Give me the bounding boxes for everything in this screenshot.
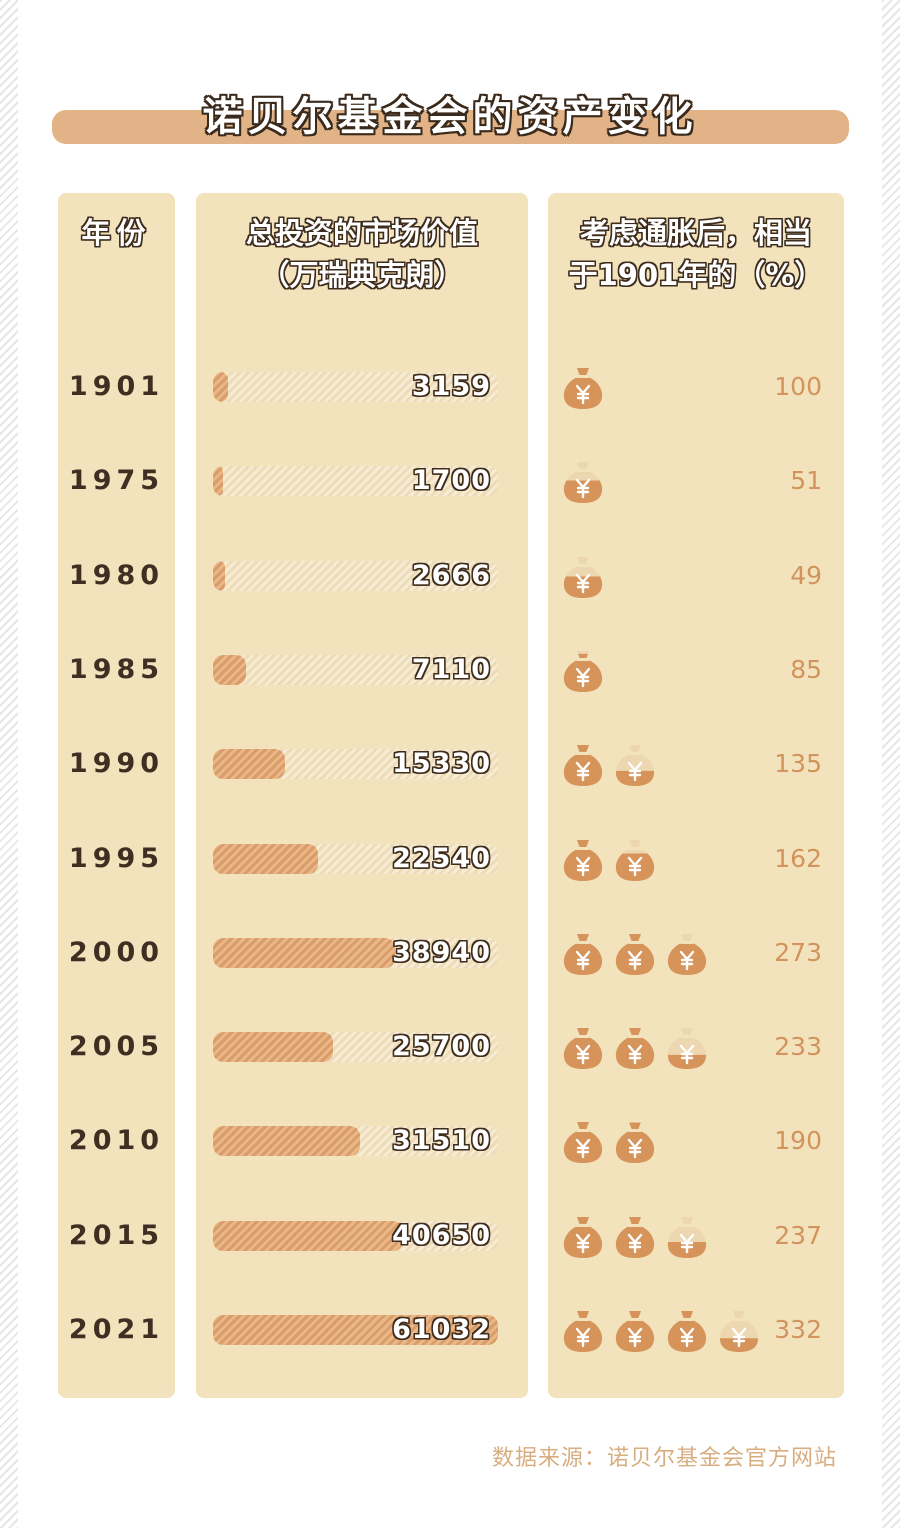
left-hatch-border bbox=[0, 0, 18, 1528]
money-bag-yuan-icon bbox=[563, 745, 603, 787]
chart-title: 诺贝尔基金会的资产变化 bbox=[202, 94, 698, 140]
money-bag-yuan-icon bbox=[563, 650, 603, 692]
value-label: 1700 bbox=[411, 465, 491, 497]
value-header-line1: 总投资的市场价值 bbox=[245, 216, 478, 250]
value-label: 31510 bbox=[392, 1125, 491, 1157]
percent-label: 233 bbox=[774, 1032, 822, 1062]
year-label: 2000 bbox=[68, 936, 165, 968]
value-bar bbox=[213, 1220, 403, 1251]
bar-track bbox=[213, 843, 498, 874]
value-label: 38940 bbox=[392, 936, 491, 968]
value-label: 22540 bbox=[392, 842, 491, 874]
money-bag-yuan-icon bbox=[615, 933, 655, 975]
year-label: 2015 bbox=[68, 1219, 165, 1251]
bar-track bbox=[213, 1315, 498, 1345]
money-bag-yuan-icon bbox=[615, 839, 655, 881]
bar-track bbox=[213, 654, 498, 685]
source-note: 数据来源：诺贝尔基金会官方网站 bbox=[491, 1446, 837, 1471]
value-bar bbox=[213, 937, 395, 968]
bar-track bbox=[213, 372, 498, 402]
percent-header-line1: 考虑通胀后，相当 bbox=[579, 216, 812, 250]
money-bag-yuan-icon bbox=[563, 1216, 603, 1258]
percent-label: 162 bbox=[774, 843, 822, 873]
right-hatch-border bbox=[882, 0, 900, 1528]
money-bag-yuan-icon bbox=[563, 1311, 603, 1352]
value-bar bbox=[213, 560, 226, 591]
percent-header-line2: 于1901年的（%） bbox=[568, 258, 824, 292]
money-bag-yuan-icon bbox=[615, 1311, 655, 1352]
percent-column-header: 考虑通胀后，相当 于1901年的（%） bbox=[548, 212, 844, 296]
money-bag-yuan-icon bbox=[615, 1216, 655, 1258]
bar-track bbox=[213, 466, 498, 497]
value-column-header: 总投资的市场价值 （万瑞典克朗） bbox=[196, 212, 528, 296]
value-label: 40650 bbox=[392, 1219, 491, 1251]
year-label: 1985 bbox=[68, 653, 165, 685]
money-bag-yuan-icon bbox=[563, 1028, 603, 1070]
value-bar bbox=[213, 466, 223, 497]
percent-label: 190 bbox=[774, 1126, 822, 1156]
bar-track bbox=[213, 1220, 498, 1251]
value-label: 7110 bbox=[411, 653, 491, 685]
value-bar bbox=[213, 749, 285, 780]
value-bar bbox=[213, 1126, 361, 1157]
year-label: 1980 bbox=[68, 559, 165, 591]
money-bag-yuan-icon bbox=[615, 1122, 655, 1164]
year-label: 2021 bbox=[68, 1314, 165, 1345]
money-bag-yuan-icon bbox=[563, 839, 603, 881]
value-header-line2: （万瑞典克朗） bbox=[260, 258, 464, 292]
value-bar bbox=[213, 372, 228, 402]
money-bag-yuan-icon bbox=[667, 1028, 707, 1070]
value-bar bbox=[213, 843, 319, 874]
year-label: 1995 bbox=[68, 842, 165, 874]
year-column-header: 年份 bbox=[58, 212, 175, 254]
year-label: 1975 bbox=[68, 465, 165, 497]
money-bag-yuan-icon bbox=[563, 556, 603, 598]
money-bag-yuan-icon bbox=[667, 1311, 707, 1352]
bar-track bbox=[213, 749, 498, 780]
value-label: 3159 bbox=[411, 371, 491, 402]
value-label: 61032 bbox=[392, 1314, 491, 1345]
percent-label: 51 bbox=[790, 466, 822, 496]
percent-label: 85 bbox=[790, 654, 822, 684]
value-label: 2666 bbox=[411, 559, 491, 591]
value-bar bbox=[213, 1315, 498, 1345]
year-label: 1990 bbox=[68, 748, 165, 780]
year-label: 1901 bbox=[68, 371, 165, 402]
money-bag-yuan-icon bbox=[563, 462, 603, 504]
title-bar bbox=[52, 110, 849, 144]
value-label: 25700 bbox=[392, 1031, 491, 1063]
bar-track bbox=[213, 1126, 498, 1157]
value-bar bbox=[213, 1032, 333, 1063]
year-label: 2005 bbox=[68, 1031, 165, 1063]
money-bag-yuan-icon bbox=[667, 1216, 707, 1258]
money-bag-yuan-icon bbox=[563, 368, 603, 409]
bar-track bbox=[213, 937, 498, 968]
percent-label: 237 bbox=[774, 1220, 822, 1250]
percent-label: 49 bbox=[790, 560, 822, 590]
bar-track bbox=[213, 560, 498, 591]
year-header-label: 年份 bbox=[81, 216, 152, 250]
percent-label: 332 bbox=[774, 1315, 822, 1344]
percent-label: 273 bbox=[774, 937, 822, 967]
money-bag-yuan-icon bbox=[563, 933, 603, 975]
year-label: 2010 bbox=[68, 1125, 165, 1157]
percent-label: 100 bbox=[774, 372, 822, 401]
bar-track bbox=[213, 1032, 498, 1063]
money-bag-yuan-icon bbox=[563, 1122, 603, 1164]
value-label: 15330 bbox=[392, 748, 491, 780]
value-bar bbox=[213, 654, 247, 685]
year-column-panel bbox=[58, 193, 175, 1398]
money-bag-yuan-icon bbox=[615, 1028, 655, 1070]
percent-label: 135 bbox=[774, 749, 822, 779]
money-bag-yuan-icon bbox=[615, 745, 655, 787]
money-bag-yuan-icon bbox=[719, 1311, 759, 1352]
money-bag-yuan-icon bbox=[667, 933, 707, 975]
